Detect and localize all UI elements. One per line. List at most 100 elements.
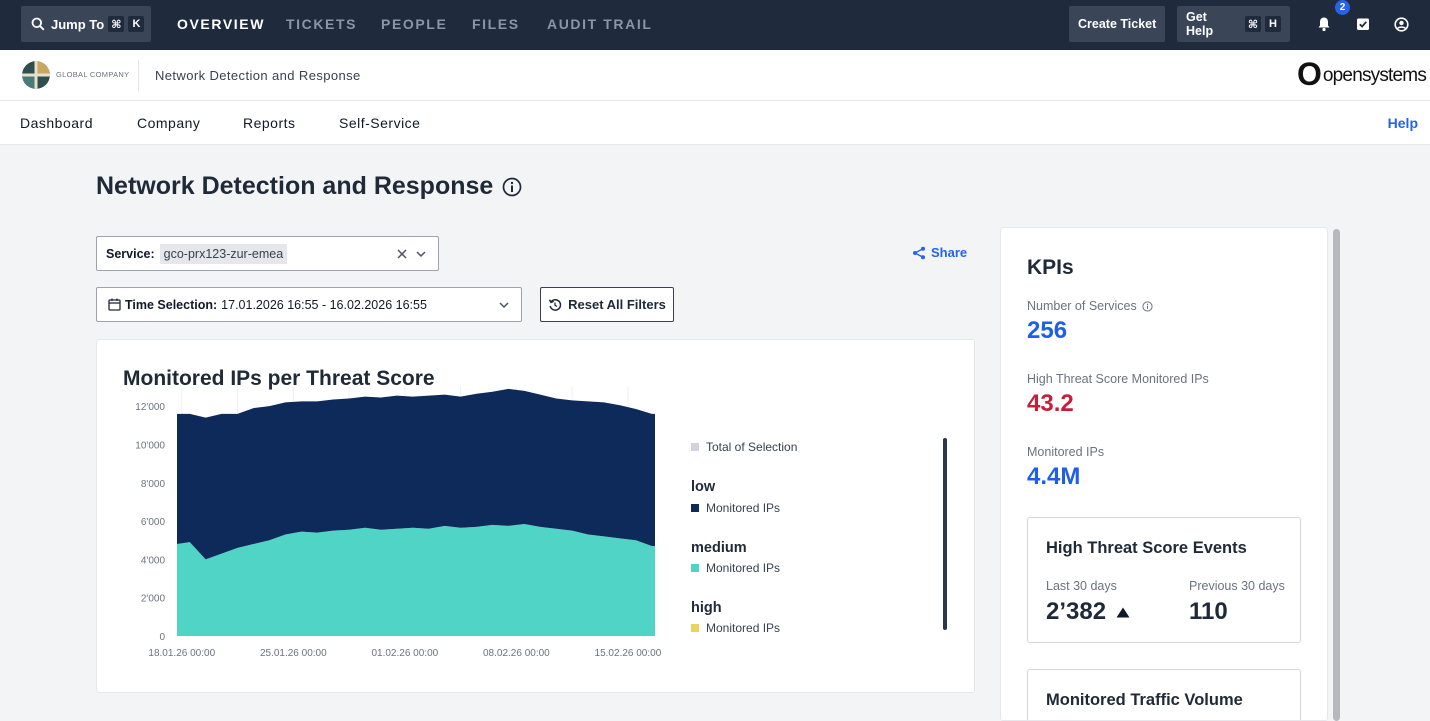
legend-high-label: Monitored IPs (706, 621, 781, 635)
tasks-button[interactable] (1354, 15, 1372, 33)
jump-to-label: Jump To (51, 16, 105, 32)
monitored-ips-label: Monitored IPs (1027, 445, 1105, 459)
time-selection-value: 17.01.2026 16:55 - 16.02.2026 16:55 (221, 297, 427, 312)
reset-icon (548, 298, 562, 311)
opensystems-logo: O opensystems (1297, 56, 1427, 92)
x-tick-label-4: 15.02.26 00:00 (595, 648, 662, 659)
number-of-services-label-text: Number of Services (1027, 299, 1137, 313)
tab-people[interactable]: PEOPLE (381, 16, 448, 32)
legend-swatch-medium (691, 564, 699, 572)
user-avatar-icon (1393, 16, 1409, 32)
chevron-down-icon[interactable] (499, 301, 509, 309)
y-tick-label-6: 12'000 (135, 402, 165, 413)
reset-all-filters-button[interactable]: Reset All Filters (540, 287, 674, 322)
service-filter[interactable]: Service: gco-prx123-zur-emea (96, 236, 439, 271)
create-ticket-button[interactable]: Create Ticket (1069, 6, 1166, 42)
share-label: Share (931, 245, 968, 260)
service-chip: gco-prx123-zur-emea (159, 243, 288, 264)
number-of-services-value: 256 (1027, 317, 1068, 344)
y-tick-label-3: 6'000 (141, 517, 166, 528)
tab-overview[interactable]: OVERVIEW (177, 16, 266, 32)
company-name: GLOBAL COMPANY (56, 70, 130, 79)
legend-total[interactable]: Total of Selection (691, 440, 797, 454)
service-filter-label: Service: (106, 246, 155, 261)
x-tick-label-1: 25.01.26 00:00 (260, 648, 327, 659)
x-tick-label-0: 18.01.26 00:00 (148, 648, 215, 659)
legend-group-low: low (691, 479, 716, 495)
last-30-days-label: Last 30 days (1046, 579, 1117, 593)
product-title: Network Detection and Response (155, 68, 361, 83)
time-selection-label: Time Selection: (125, 297, 218, 312)
y-tick-label-0: 0 (159, 632, 165, 643)
subnav-reports[interactable]: Reports (243, 115, 296, 131)
legend-group-high: high (691, 600, 722, 616)
notification-count-badge: 2 (1335, 0, 1350, 15)
shortcut-h-key: H (1265, 16, 1281, 32)
clear-icon[interactable] (397, 249, 407, 259)
legend-low-monitored-ips[interactable]: Monitored IPs (691, 501, 780, 515)
legend-low-label: Monitored IPs (706, 501, 781, 515)
monitored-ips-value: 4.4M (1027, 463, 1081, 490)
legend-scrollbar[interactable] (943, 438, 947, 630)
y-tick-label-4: 8'000 (141, 479, 166, 490)
legend-high-monitored-ips[interactable]: Monitored IPs (691, 621, 780, 635)
monitored-traffic-volume-card: Monitored Traffic Volume (1027, 669, 1301, 720)
top-navigation-bar: Jump To ⌘ K OVERVIEW TICKETS PEOPLE FILE… (0, 0, 1430, 50)
subnav-dashboard[interactable]: Dashboard (20, 115, 93, 131)
brand-bar: GLOBAL COMPANY Network Detection and Res… (0, 50, 1430, 101)
legend-medium-label: Monitored IPs (706, 561, 781, 575)
monitored-traffic-volume-title: Monitored Traffic Volume (1046, 691, 1243, 709)
shortcut-cmd-key: ⌘ (108, 16, 125, 32)
legend-swatch-total (691, 443, 699, 451)
subnav-help-link[interactable]: Help (1387, 115, 1418, 131)
chart-title: Monitored IPs per Threat Score (123, 367, 435, 390)
secondary-navigation: Dashboard Company Reports Self-Service H… (0, 101, 1430, 145)
legend-swatch-high (691, 624, 699, 632)
time-selection-filter[interactable]: Time Selection: 17.01.2026 16:55 - 16.02… (96, 287, 522, 322)
get-help-label: Get Help (1186, 10, 1214, 38)
info-icon[interactable] (1142, 300, 1153, 312)
info-icon[interactable] (502, 177, 522, 197)
high-threat-score-events-title: High Threat Score Events (1046, 539, 1247, 557)
jump-to-button[interactable]: Jump To ⌘ K (21, 6, 151, 42)
reset-all-filters-label: Reset All Filters (568, 297, 666, 312)
page-title: Network Detection and Response (96, 172, 522, 201)
legend-medium-monitored-ips[interactable]: Monitored IPs (691, 561, 780, 575)
tab-audit-trail[interactable]: AUDIT TRAIL (547, 16, 653, 32)
kpi-panel: KPIs Number of Services 256 High Threat … (1000, 227, 1328, 721)
notifications-button[interactable] (1315, 15, 1333, 33)
user-account-button[interactable] (1392, 15, 1410, 33)
share-icon (913, 246, 925, 259)
calendar-icon (108, 298, 121, 311)
y-tick-label-2: 4'000 (141, 555, 166, 566)
kpi-scrollbar-thumb[interactable] (1333, 229, 1340, 721)
y-tick-label-5: 10'000 (135, 440, 165, 451)
series-area-medium (177, 523, 655, 636)
shortcut-cmd-key: ⌘ (1244, 16, 1261, 32)
page-title-text: Network Detection and Response (96, 172, 494, 200)
last-30-days-value: 2’382 (1046, 598, 1107, 625)
tab-files[interactable]: FILES (472, 16, 520, 32)
triangle-up-icon (1116, 607, 1130, 617)
series-area-low (177, 388, 655, 560)
high-threat-score-ips-label: High Threat Score Monitored IPs (1027, 372, 1209, 386)
tab-tickets[interactable]: TICKETS (286, 16, 358, 32)
x-tick-label-3: 08.02.26 00:00 (483, 648, 550, 659)
number-of-services-label: Number of Services (1027, 299, 1153, 313)
chevron-down-icon[interactable] (416, 250, 426, 258)
create-ticket-label: Create Ticket (1078, 17, 1157, 31)
threat-score-chart: 0 2'000 4'000 6'000 8'000 10'000 12'000 18.01.2… (135, 387, 662, 659)
get-help-button[interactable]: Get Help ⌘ H (1177, 6, 1290, 42)
share-button[interactable]: Share (912, 245, 967, 260)
shortcut-k-key: K (128, 16, 145, 32)
company-logo (22, 61, 50, 89)
high-threat-score-ips-value: 43.2 (1027, 390, 1074, 417)
previous-30-days-label: Previous 30 days (1189, 579, 1285, 593)
task-check-icon (1357, 18, 1369, 30)
last-30-days-value-group: 2’382 (1046, 598, 1130, 626)
legend-swatch-low (691, 504, 699, 512)
opensystems-logo-o: O (1297, 56, 1322, 92)
bell-icon (1318, 17, 1330, 32)
subnav-company[interactable]: Company (137, 115, 201, 131)
subnav-self-service[interactable]: Self-Service (339, 115, 421, 131)
